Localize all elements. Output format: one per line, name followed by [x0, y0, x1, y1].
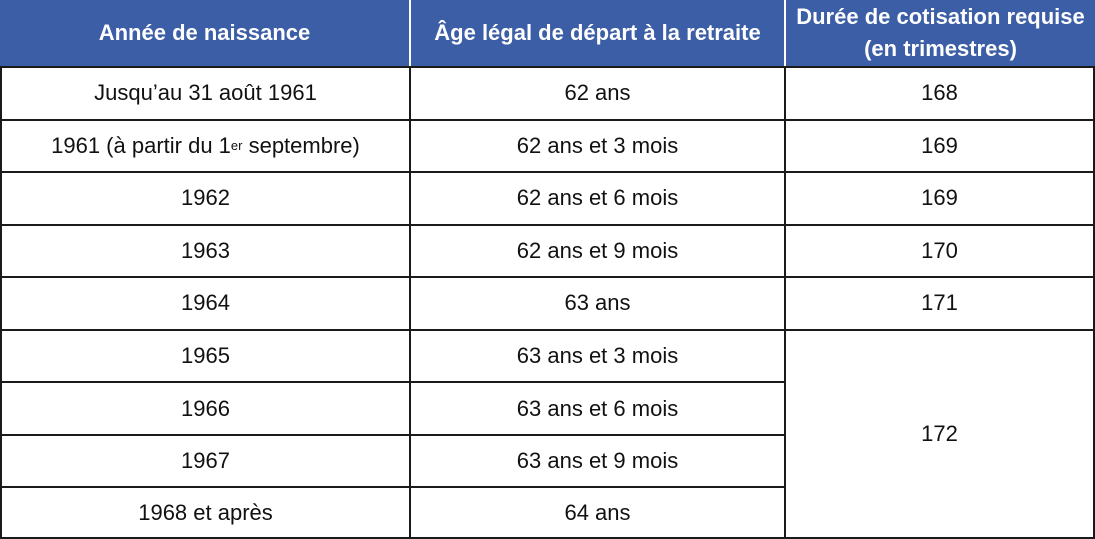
legal-age-cell: 62 ans et 6 mois [409, 171, 784, 224]
quarters-cell: 168 [784, 66, 1095, 119]
header-contribution-duration: Durée de cotisation requise (en trimestr… [784, 0, 1095, 66]
birth-year-cell: 1963 [0, 223, 409, 277]
header-legal-age: Âge légal de départ à la retraite [409, 0, 784, 66]
legal-age-cell: 64 ans [409, 486, 784, 539]
legal-age-cell: 63 ans et 9 mois [409, 433, 784, 487]
birth-year-prefix: 1961 (à partir du 1 [51, 132, 231, 158]
birth-year-cell: 1966 [0, 381, 409, 434]
birth-year-cell: Jusqu’au 31 août 1961 [0, 66, 409, 119]
birth-year-cell: 1961 (à partir du 1 er septembre) [0, 118, 409, 172]
legal-age-cell: 62 ans et 9 mois [409, 223, 784, 277]
birth-year-suffix: septembre) [242, 132, 360, 158]
birth-year-cell: 1964 [0, 276, 409, 329]
quarters-merged-cell: 172 [784, 328, 1095, 539]
birth-year-cell: 1965 [0, 328, 409, 382]
quarters-cell: 169 [784, 118, 1095, 172]
birth-year-cell: 1968 et après [0, 486, 409, 539]
birth-year-cell: 1962 [0, 171, 409, 224]
legal-age-cell: 63 ans [409, 276, 784, 329]
legal-age-cell: 62 ans [409, 66, 784, 119]
legal-age-cell: 63 ans et 6 mois [409, 381, 784, 434]
legal-age-cell: 62 ans et 3 mois [409, 118, 784, 172]
birth-year-cell: 1967 [0, 433, 409, 487]
header-birth-year: Année de naissance [0, 0, 409, 66]
quarters-cell: 170 [784, 223, 1095, 277]
quarters-cell: 169 [784, 171, 1095, 224]
quarters-cell: 171 [784, 276, 1095, 329]
legal-age-cell: 63 ans et 3 mois [409, 328, 784, 382]
